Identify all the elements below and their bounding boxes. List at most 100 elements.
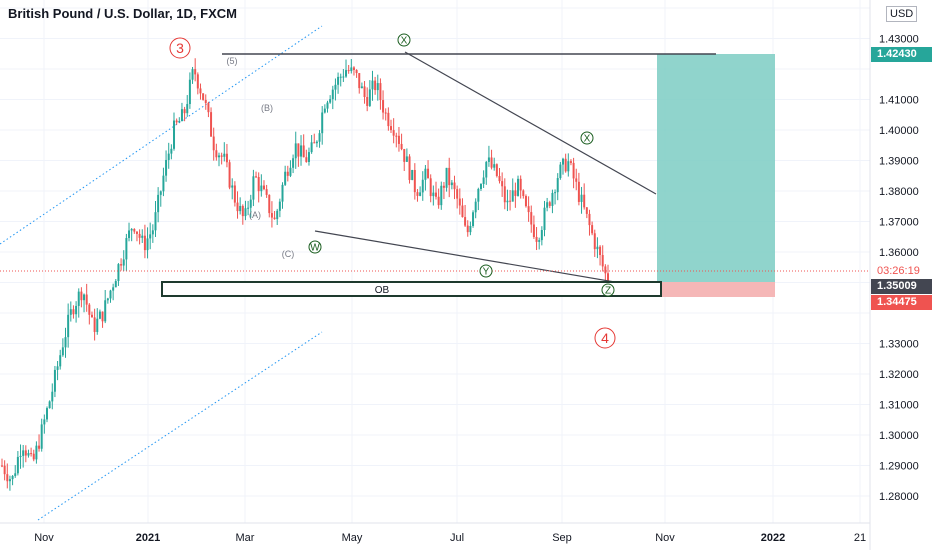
candle-body (517, 178, 520, 196)
candle-body (225, 153, 228, 163)
candle-body (106, 298, 109, 301)
candle-body (83, 294, 86, 301)
candle-body (599, 246, 602, 256)
candle-body (453, 182, 456, 190)
candle-body (588, 213, 591, 226)
candle-body (498, 175, 501, 182)
y-tick-label: 1.36000 (879, 247, 919, 259)
target-zone[interactable] (657, 54, 775, 282)
candle-body (30, 453, 33, 455)
wave-label-z-circle (601, 283, 615, 297)
candle-body (112, 287, 115, 291)
candle-body (122, 259, 125, 266)
candle-body (59, 355, 62, 367)
candle-body (482, 177, 485, 184)
candle-body (260, 185, 263, 192)
wedge-upper-line[interactable] (404, 51, 657, 195)
candle-body (456, 189, 459, 199)
x-tick-label: Nov (34, 532, 54, 544)
candle-body (244, 208, 247, 217)
candle-body (323, 108, 326, 113)
currency-badge[interactable]: USD (886, 6, 918, 22)
candle-body (90, 314, 93, 318)
wave-label-x1: X (401, 36, 408, 47)
candle-body (358, 73, 361, 89)
stop-zone[interactable] (657, 282, 775, 297)
candle-body (490, 157, 493, 168)
candle-body (313, 142, 316, 144)
candle-body (146, 238, 149, 251)
candle-body (128, 230, 131, 239)
stop-price-tag: 1.34475 (871, 295, 932, 310)
wave-label-4: 4 (601, 330, 609, 346)
candle-body (51, 391, 54, 402)
candle-body (35, 445, 38, 460)
candle-body (40, 424, 43, 449)
candle-body (366, 96, 369, 106)
y-tick-label: 1.30000 (879, 430, 919, 442)
candle-body (252, 176, 255, 200)
candle-body (241, 205, 244, 217)
y-tick-label: 1.38000 (879, 186, 919, 198)
candle-body (583, 194, 586, 208)
candle-body (408, 156, 411, 180)
candle-body (376, 83, 379, 91)
candle-body (133, 229, 136, 232)
candle-body (530, 212, 533, 225)
candle-body (577, 181, 580, 202)
candle-body (442, 185, 445, 188)
candle-body (334, 84, 337, 90)
candle-body (387, 112, 390, 127)
candle-body (67, 314, 70, 338)
candle-body (93, 317, 96, 332)
candle-body (143, 235, 146, 251)
candle-body (466, 225, 469, 233)
candle-body (32, 453, 35, 460)
candle-body (368, 89, 371, 106)
wave-label: (5) (227, 56, 238, 66)
y-tick-label: 1.33000 (879, 339, 919, 351)
candle-body (411, 170, 414, 180)
candle-body (212, 136, 215, 151)
candle-body (194, 69, 197, 75)
candle-body (326, 102, 329, 109)
candle-body (1, 465, 3, 467)
wave-label-x2: X (584, 134, 591, 145)
candle-body (331, 89, 334, 100)
candle-body (215, 150, 218, 158)
candle-body (117, 264, 120, 282)
upper-channel-line[interactable] (0, 25, 323, 245)
candle-body (440, 185, 443, 206)
candle-body (564, 158, 567, 172)
candle-body (88, 304, 91, 315)
candle-body (262, 185, 265, 190)
candle-body (11, 475, 14, 480)
wedge-lower-line[interactable] (314, 230, 657, 290)
candle-body (157, 194, 160, 213)
y-tick-label: 1.43000 (879, 34, 919, 46)
candle-body (276, 210, 279, 220)
candle-body (374, 80, 377, 91)
candle-body (178, 121, 181, 123)
lower-channel-line[interactable] (37, 331, 323, 521)
candle-body (151, 230, 154, 235)
candle-body (217, 155, 220, 158)
order-block-box[interactable] (161, 281, 662, 297)
candle-body (64, 337, 67, 348)
candle-body (474, 201, 477, 213)
candle-body (27, 453, 30, 456)
candle-body (363, 86, 366, 97)
candle-body (69, 309, 72, 315)
candle-body (305, 157, 308, 162)
candle-body (162, 175, 165, 192)
candle-body (236, 202, 239, 212)
candle-body (445, 167, 448, 188)
candle-body (350, 67, 353, 72)
candle-body (487, 157, 490, 162)
candle-body (495, 164, 498, 176)
candle-body (321, 112, 324, 134)
candle-body (141, 235, 144, 238)
candle-body (199, 88, 202, 94)
candle-body (228, 162, 231, 188)
